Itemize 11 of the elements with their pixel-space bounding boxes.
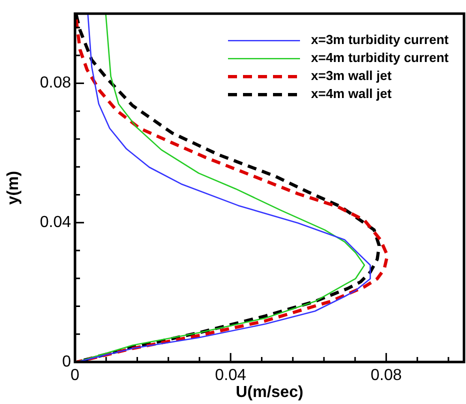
x-tick-label: 0.08 bbox=[370, 367, 402, 384]
y-tick-label: 0 bbox=[62, 353, 72, 370]
x-tick-label: 0.04 bbox=[215, 367, 246, 384]
text: x=3m turbidity current bbox=[311, 32, 450, 48]
x-axis-title: U(m/sec) bbox=[236, 384, 304, 401]
text: x=4m turbidity current bbox=[311, 50, 450, 66]
text: x=4m wall jet bbox=[311, 86, 392, 102]
y-tick-label: 0.04 bbox=[40, 214, 72, 232]
y-tick-label: 0.08 bbox=[40, 74, 72, 92]
text: x=3m wall jet bbox=[311, 68, 392, 84]
y-axis-title: y(m) bbox=[5, 170, 22, 205]
